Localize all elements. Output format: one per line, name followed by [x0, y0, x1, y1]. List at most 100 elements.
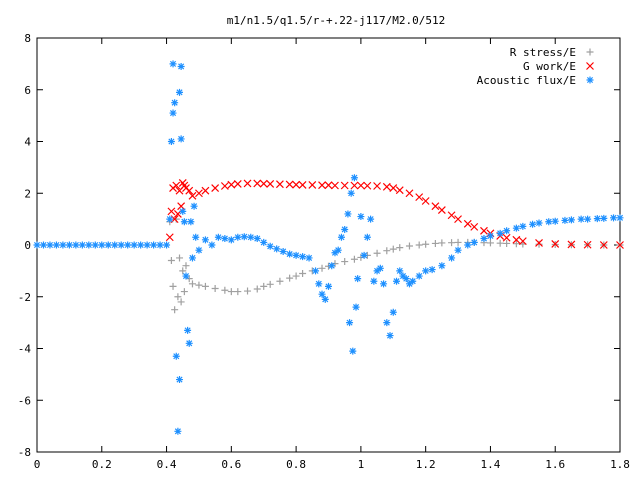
data-point: [380, 280, 388, 288]
data-point: [396, 267, 404, 275]
data-point: [163, 241, 171, 249]
data-point: [448, 254, 456, 262]
x-tick-label: 1.2: [416, 458, 436, 471]
data-point: [399, 272, 407, 280]
data-point: [431, 202, 440, 211]
data-point: [275, 180, 284, 189]
data-point: [341, 225, 349, 233]
legend-label: R stress/E: [510, 46, 576, 59]
data-point: [52, 241, 60, 249]
data-point: [174, 293, 182, 301]
data-point: [421, 197, 430, 205]
data-point: [486, 239, 494, 247]
data-point: [240, 233, 248, 241]
data-point: [247, 233, 255, 241]
data-point: [321, 295, 329, 303]
data-point: [292, 272, 300, 280]
data-point: [503, 239, 511, 247]
data-point: [422, 267, 430, 275]
data-point: [187, 218, 195, 226]
x-tick-label: 0: [34, 458, 41, 471]
data-point: [260, 238, 268, 246]
data-point: [350, 174, 358, 182]
data-point: [512, 240, 520, 248]
legend-label: Acoustic flux/E: [477, 74, 576, 87]
data-point: [176, 254, 184, 262]
data-point: [428, 266, 436, 274]
data-point: [437, 206, 446, 214]
data-point: [211, 284, 219, 292]
data-point: [201, 186, 210, 195]
data-point: [512, 235, 521, 244]
data-point: [190, 202, 198, 210]
data-point: [98, 241, 106, 249]
data-point: [312, 267, 320, 275]
data-point: [286, 250, 294, 258]
data-point: [172, 181, 181, 190]
data-point: [273, 245, 281, 253]
data-point: [376, 264, 384, 272]
data-point: [266, 280, 274, 288]
data-point: [184, 326, 192, 334]
chart-title: m1/n1.5/q1.5/r-+.22-j117/M2.0/512: [227, 14, 446, 27]
data-point: [600, 214, 608, 222]
data-point: [167, 207, 176, 216]
data-point: [402, 275, 410, 283]
data-point: [567, 216, 575, 224]
y-tick-label: 6: [24, 84, 31, 97]
data-point: [567, 240, 576, 249]
data-point: [195, 246, 203, 254]
data-point: [405, 280, 413, 288]
data-point: [344, 210, 352, 218]
data-point: [347, 189, 355, 197]
data-point: [616, 241, 624, 249]
data-point: [409, 277, 417, 285]
data-point: [367, 215, 375, 223]
data-point: [324, 181, 333, 190]
series-2: [33, 60, 624, 435]
data-point: [192, 233, 200, 241]
data-point: [65, 241, 73, 249]
data-point: [318, 290, 326, 298]
data-point: [165, 233, 174, 242]
data-point: [156, 241, 164, 249]
data-point: [583, 240, 592, 249]
data-point: [279, 247, 287, 255]
data-point: [357, 213, 365, 221]
data-point: [373, 182, 382, 190]
data-point: [346, 319, 354, 327]
data-point: [211, 184, 220, 192]
data-point: [172, 352, 180, 360]
data-point: [341, 258, 349, 266]
data-point: [253, 285, 261, 293]
data-point: [253, 235, 261, 243]
data-point: [334, 246, 342, 254]
data-point: [185, 186, 194, 195]
data-point: [171, 306, 179, 314]
data-point: [454, 246, 462, 254]
data-point: [244, 287, 252, 295]
data-point: [39, 241, 47, 249]
data-point: [111, 241, 119, 249]
series-0: [166, 215, 624, 314]
x-tick-label: 0.2: [92, 458, 112, 471]
data-point: [610, 214, 618, 222]
data-point: [166, 215, 174, 223]
data-point: [182, 272, 190, 280]
data-point: [551, 240, 560, 248]
data-point: [85, 241, 93, 249]
data-point: [463, 219, 472, 228]
data-point: [349, 347, 357, 355]
data-point: [266, 180, 275, 188]
data-point: [512, 224, 520, 232]
data-point: [299, 269, 307, 277]
data-point: [535, 240, 543, 248]
data-point: [33, 241, 41, 249]
data-point: [188, 254, 196, 262]
data-point: [201, 236, 209, 244]
data-point: [577, 215, 585, 223]
x-tick-label: 0.8: [286, 458, 306, 471]
data-point: [292, 180, 301, 189]
x-tick-label: 1.6: [545, 458, 565, 471]
